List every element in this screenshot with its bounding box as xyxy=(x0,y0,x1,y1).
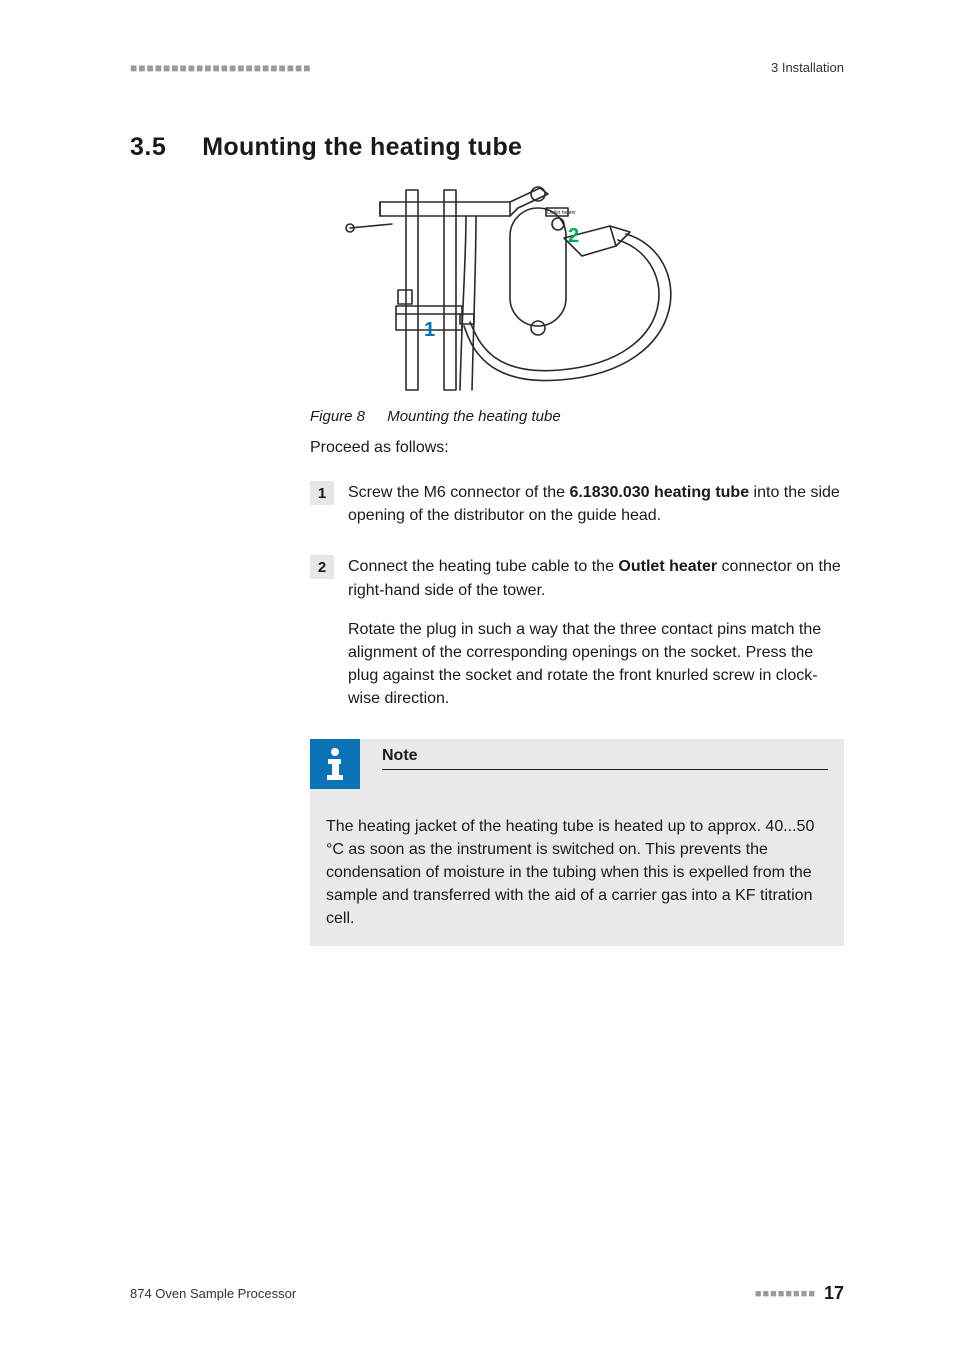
step-body: Connect the heating tube cable to the Ou… xyxy=(348,555,844,710)
figure-callout-2: 2 xyxy=(568,225,579,247)
step-body: Screw the M6 connector of the 6.1830.030… xyxy=(348,481,844,527)
note-label-wrap: Note xyxy=(382,739,844,770)
step-number-box: 2 xyxy=(310,555,334,579)
step-number-box: 1 xyxy=(310,481,334,505)
note-text: The heating jacket of the heating tube i… xyxy=(310,789,844,931)
figure-caption-text: Mounting the heating tube xyxy=(387,408,560,425)
note-header: Note xyxy=(310,739,844,789)
section-title-text: Mounting the heating tube xyxy=(202,133,522,162)
header-marks: ■■■■■■■■■■■■■■■■■■■■■■ xyxy=(130,61,311,75)
figure-svg: 1 2 Outlet heater xyxy=(310,180,710,400)
section-heading: 3.5 Mounting the heating tube xyxy=(130,133,844,162)
footer-right: ■■■■■■■■ 17 xyxy=(755,1283,844,1304)
proceed-text: Proceed as follows: xyxy=(310,439,844,457)
svg-text:Outlet heater: Outlet heater xyxy=(547,210,576,216)
figure-caption: Figure 8 Mounting the heating tube xyxy=(310,408,844,425)
step-number: 1 xyxy=(318,485,326,502)
note-block: Note The heating jacket of the heating t… xyxy=(310,739,844,947)
info-icon xyxy=(310,739,360,789)
step: 2 Connect the heating tube cable to the … xyxy=(310,555,844,710)
steps-list: 1 Screw the M6 connector of the 6.1830.0… xyxy=(310,481,844,711)
figure-number: Figure 8 xyxy=(310,408,365,425)
figure-callout-1: 1 xyxy=(424,319,435,341)
footer-page-number: 17 xyxy=(824,1283,844,1304)
step-paragraph: Rotate the plug in such a way that the t… xyxy=(348,618,844,711)
page-header: ■■■■■■■■■■■■■■■■■■■■■■ 3 Installation xyxy=(130,60,844,75)
footer-marks: ■■■■■■■■ xyxy=(755,1288,816,1300)
step-paragraph: Connect the heating tube cable to the Ou… xyxy=(348,555,844,601)
step-number: 2 xyxy=(318,559,326,576)
header-chapter: 3 Installation xyxy=(771,60,844,75)
step: 1 Screw the M6 connector of the 6.1830.0… xyxy=(310,481,844,527)
page-footer: 874 Oven Sample Processor ■■■■■■■■ 17 xyxy=(130,1283,844,1304)
figure: 1 2 Outlet heater Figure 8 Mounting the … xyxy=(310,180,844,425)
step-paragraph: Screw the M6 connector of the 6.1830.030… xyxy=(348,481,844,527)
section-number: 3.5 xyxy=(130,133,166,162)
note-label: Note xyxy=(382,747,828,770)
footer-product: 874 Oven Sample Processor xyxy=(130,1286,296,1301)
page: ■■■■■■■■■■■■■■■■■■■■■■ 3 Installation 3.… xyxy=(0,0,954,1350)
